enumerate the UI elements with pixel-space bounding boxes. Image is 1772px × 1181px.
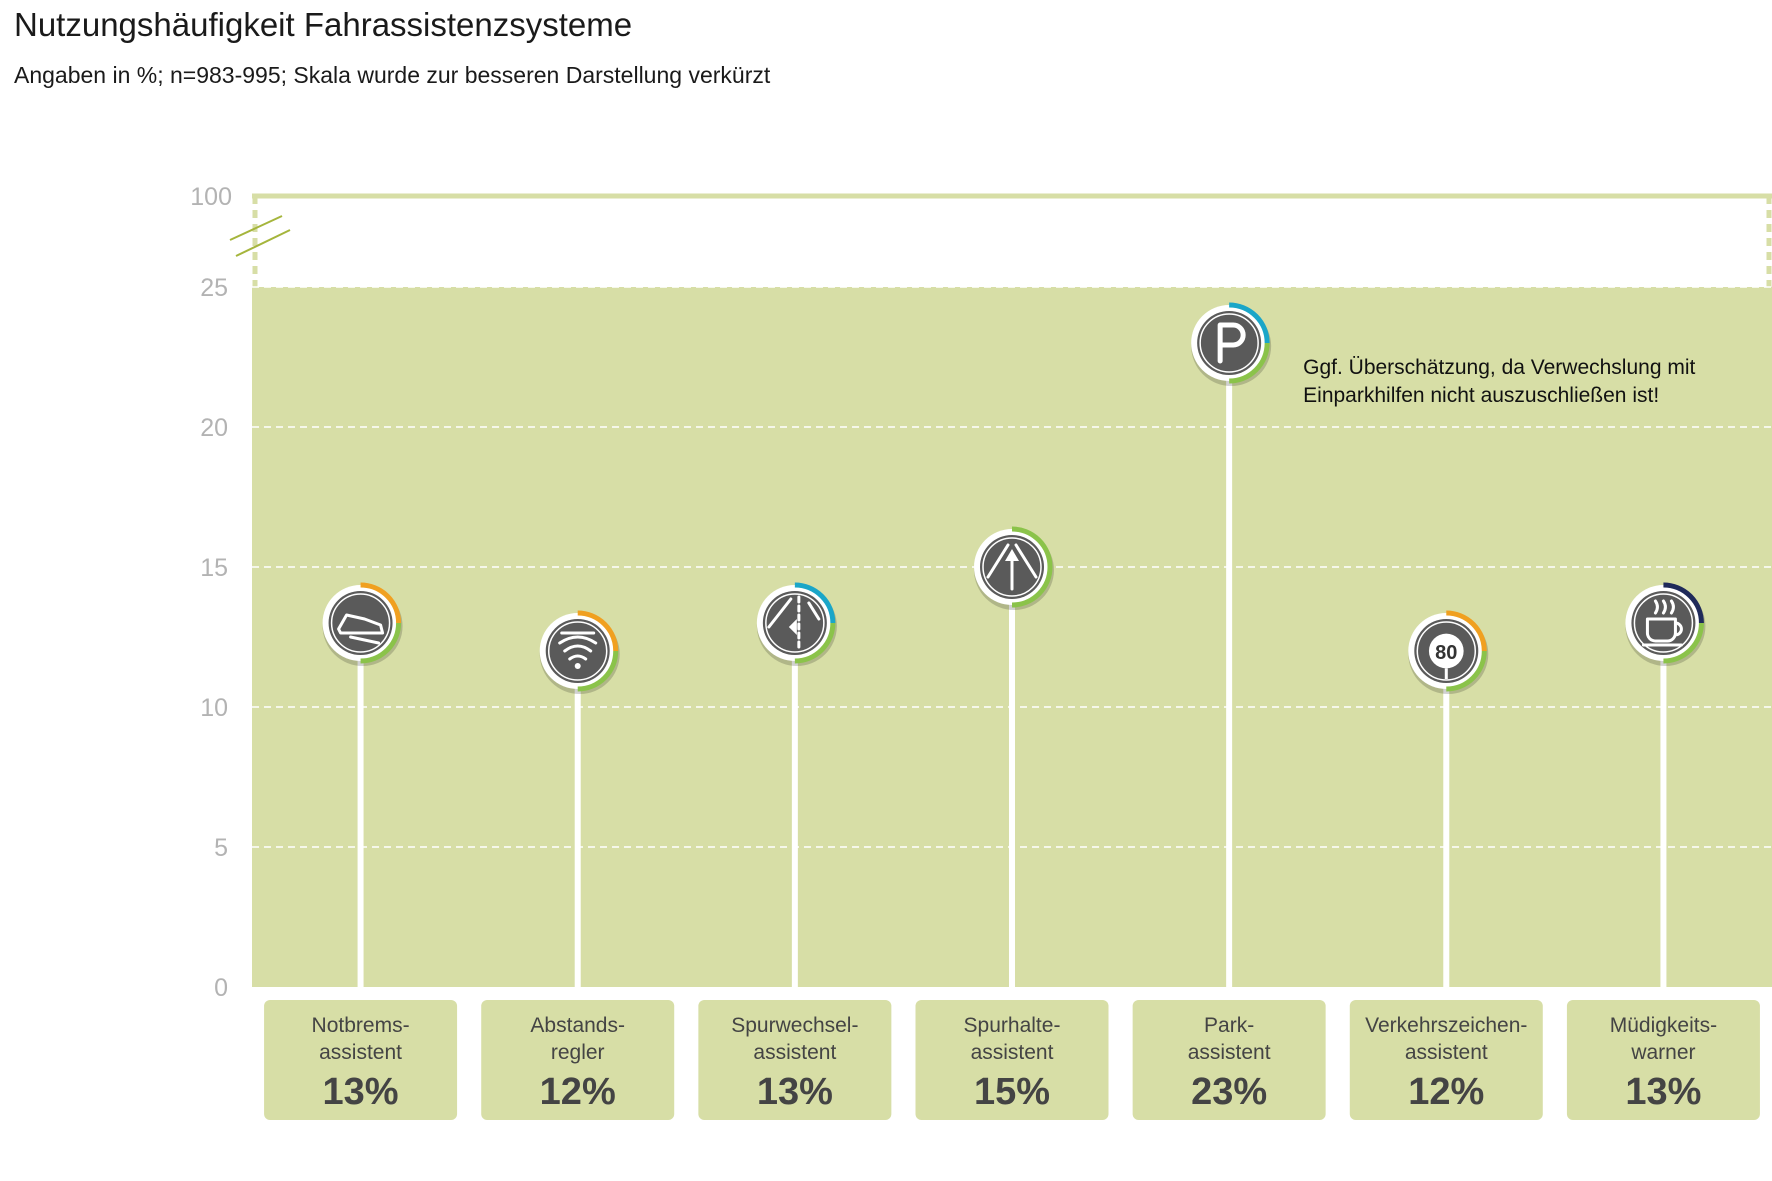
sign-text: 80 (1435, 642, 1457, 664)
icon-disc (328, 591, 393, 655)
wave-1 (558, 635, 598, 645)
axis-break-mark-2 (235, 229, 291, 257)
icon-accent-ring-2 (1663, 622, 1704, 664)
axis-break-mark-1 (229, 215, 283, 241)
keep-line-right (1014, 543, 1038, 579)
value-label: 13% (323, 1071, 399, 1113)
icon-accent-ring-2 (1229, 342, 1270, 384)
y-tick-label-100: 100 (190, 183, 232, 211)
value-label: 23% (1191, 1071, 1267, 1113)
icon-disc (1631, 591, 1696, 655)
icon-accent-ring-2 (577, 650, 619, 692)
radar-waves-icon (539, 610, 620, 694)
value-label: 15% (974, 1071, 1050, 1113)
value-label: 13% (757, 1071, 833, 1113)
y-tick-label-15: 15 (200, 554, 228, 582)
category-box-7 (1566, 1000, 1760, 1120)
category-label-line2: warner (1630, 1041, 1695, 1064)
wave-3 (568, 654, 588, 661)
icon-inner-ring (547, 621, 608, 681)
value-label: 13% (1625, 1071, 1701, 1113)
chart-subtitle: Angaben in %; n=983-995; Skala wurde zur… (14, 62, 771, 88)
annotation-line1: Ggf. Überschätzung, da Verwechslung mit (1303, 356, 1695, 379)
category-label-line1: Spurhalte- (964, 1014, 1061, 1037)
steam (1653, 599, 1675, 615)
keep-arrow-head (1005, 549, 1019, 561)
category-label-line1: Spurwechsel- (731, 1014, 858, 1037)
icon-accent-ring (1446, 610, 1487, 652)
icon-accent-ring-2 (794, 622, 836, 664)
category-label-line2: assistent (1405, 1041, 1488, 1064)
y-tick-label-5: 5 (214, 834, 228, 862)
coffee-cup-icon (1625, 582, 1706, 666)
icon-accent-ring (1229, 302, 1270, 344)
keep-line-left (986, 543, 1010, 579)
icon-inner-ring (1633, 593, 1694, 653)
lane-change-icon (756, 582, 837, 666)
category-label-line2: assistent (971, 1041, 1054, 1064)
parking-letter (1217, 322, 1246, 364)
category-box-5 (1132, 1000, 1326, 1120)
y-tick-label-20: 20 (200, 414, 228, 442)
icon-inner-ring (1199, 313, 1259, 373)
lane-arrow (788, 619, 797, 635)
category-box-4 (915, 1000, 1109, 1120)
category-label-line2: assistent (319, 1041, 402, 1064)
parking-icon (1191, 302, 1272, 386)
category-label-line1: Müdigkeits- (1610, 1014, 1717, 1037)
value-label: 12% (1408, 1071, 1484, 1113)
category-box-3 (698, 1000, 892, 1120)
y-tick-label-25: 25 (200, 274, 228, 302)
category-box-6 (1349, 1000, 1543, 1120)
icon-accent-ring (1663, 582, 1704, 624)
icon-accent-ring (1011, 526, 1053, 568)
category-label-line2: assistent (1188, 1041, 1271, 1064)
category-label-line1: Notbrems- (312, 1014, 410, 1037)
speed-sign-80-icon: 80 (1408, 610, 1489, 694)
icon-accent-ring (794, 582, 836, 624)
lane-keep-icon (974, 526, 1054, 610)
icon-inner-ring (330, 593, 391, 653)
wave-2 (563, 644, 593, 653)
category-label-line1: Abstands- (530, 1014, 625, 1037)
icon-accent-ring-2 (1446, 650, 1487, 692)
y-tick-label-0: 0 (214, 974, 228, 1002)
icon-accent-ring (577, 610, 619, 652)
chart-title: Nutzungshäufigkeit Fahrassistenzsysteme (14, 6, 633, 43)
icon-inner-ring (982, 537, 1042, 597)
category-label-line1: Park- (1204, 1014, 1254, 1037)
annotation-line2: Einparkhilfen nicht auszuschließen ist! (1303, 384, 1659, 407)
category-label-line2: assistent (753, 1041, 836, 1064)
category-label-line1: Verkehrszeichen- (1365, 1014, 1527, 1037)
shoe (337, 613, 385, 635)
shoe-brake-icon (322, 582, 403, 666)
category-box-1 (264, 1000, 458, 1120)
pedal (349, 635, 381, 645)
cup-handle (1673, 621, 1683, 637)
icon-inner-ring (765, 593, 825, 653)
icon-accent-ring (360, 582, 402, 624)
icon-inner-ring (1416, 621, 1477, 681)
value-label: 12% (540, 1071, 616, 1113)
lane-line-left (767, 597, 793, 629)
icon-accent-ring-2 (1011, 566, 1053, 608)
category-label-line2: regler (551, 1041, 605, 1064)
y-tick-label-10: 10 (200, 694, 228, 722)
wave-dot (574, 663, 581, 669)
icon-accent-ring-2 (360, 622, 402, 664)
category-box-2 (481, 1000, 675, 1120)
icon-disc (545, 619, 610, 683)
lane-line-right (807, 601, 821, 621)
sign-disc (1428, 633, 1464, 669)
